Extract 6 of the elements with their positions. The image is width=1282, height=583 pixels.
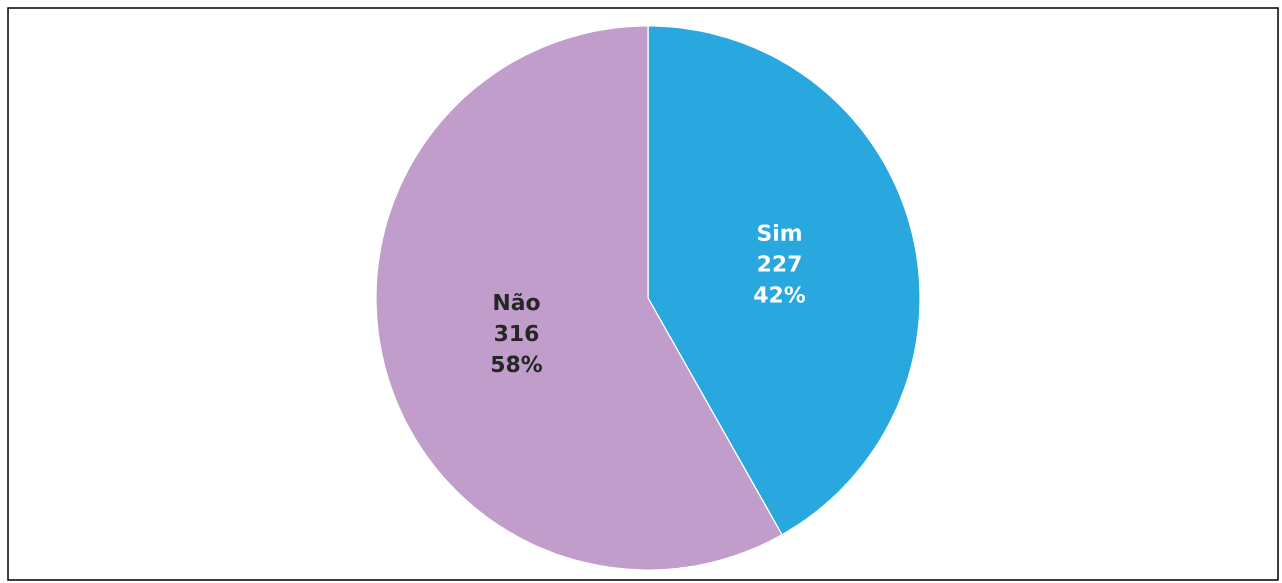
text: 42% — [754, 286, 806, 303]
text: 58% — [491, 355, 543, 373]
slice-label: Não — [494, 293, 540, 311]
data-label: 316 — [495, 324, 539, 342]
data-label: 227 — [758, 255, 801, 272]
slice-label: Sim — [758, 223, 801, 241]
